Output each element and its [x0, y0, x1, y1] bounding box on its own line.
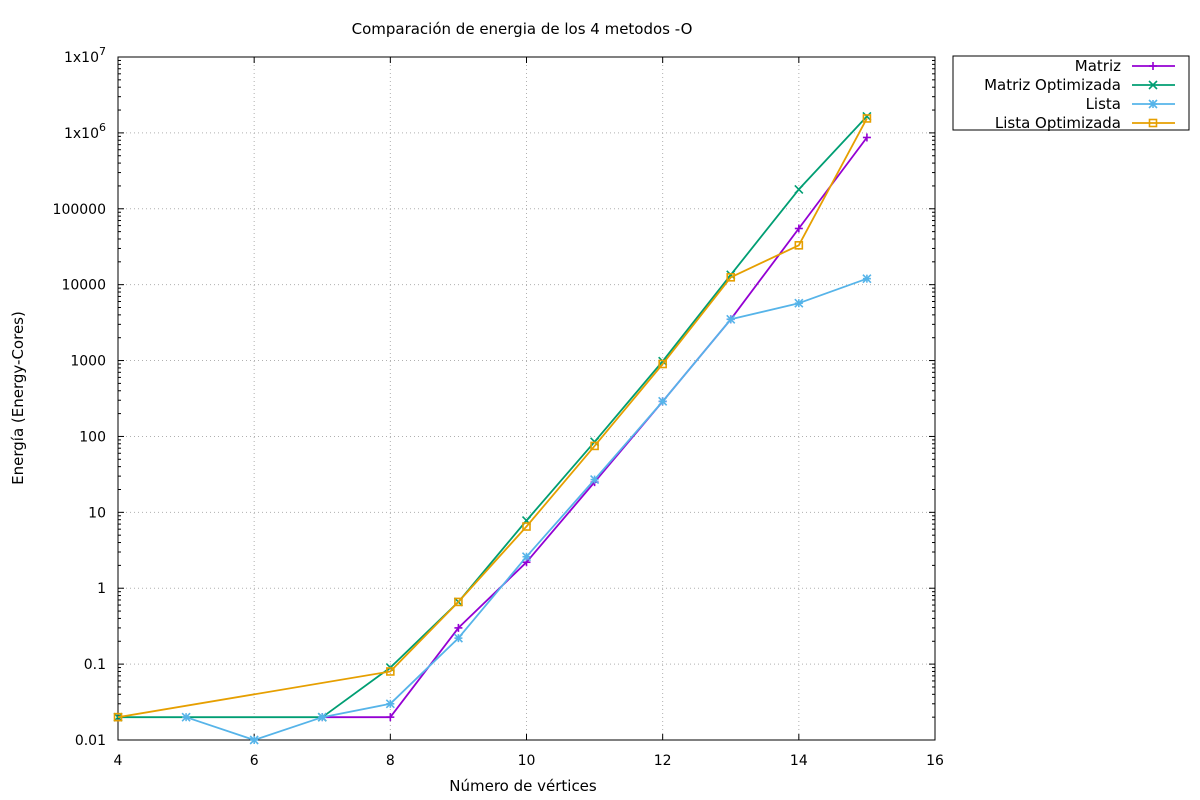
x-tick-label: 12 [654, 753, 672, 769]
y-tick-label: 100000 [53, 202, 106, 218]
data-point [590, 441, 599, 451]
data-point [862, 274, 872, 284]
x-tick-label: 4 [114, 753, 123, 769]
legend-swatch-marker [1148, 99, 1158, 109]
data-point [658, 359, 667, 369]
data-point [385, 699, 395, 709]
legend-item: Matriz Optimizada [984, 76, 1175, 94]
legend-item: Lista [1086, 95, 1175, 113]
data-point [249, 735, 259, 745]
series-lines [113, 111, 872, 745]
legend-label: Matriz [1075, 57, 1121, 75]
data-point [590, 475, 600, 485]
data-point [794, 241, 804, 250]
series-line [117, 117, 868, 719]
legend-label: Lista Optimizada [995, 114, 1121, 132]
data-point [794, 224, 803, 233]
y-tick-label: 1 [97, 581, 106, 597]
grid [118, 57, 935, 740]
data-point [726, 314, 736, 324]
data-point [454, 597, 463, 607]
legend-item: Matriz [1075, 57, 1175, 75]
data-point [454, 623, 463, 632]
y-tick-label: 1x107 [64, 45, 106, 66]
data-point [862, 114, 872, 123]
data-point [658, 396, 668, 406]
x-tick-label: 14 [790, 753, 808, 769]
series-1 [113, 111, 872, 722]
data-point [521, 552, 532, 562]
chart-title: Comparación de energia de los 4 metodos … [352, 20, 693, 38]
y-tick-label: 0.1 [84, 657, 106, 673]
legend-item: Lista Optimizada [995, 114, 1175, 132]
series-3 [113, 114, 872, 722]
data-point [181, 712, 191, 722]
x-tick-label: 8 [386, 753, 395, 769]
data-point [862, 133, 871, 142]
data-point [453, 633, 463, 643]
x-tick-label: 10 [518, 753, 536, 769]
x-axis-label: Número de vértices [449, 777, 597, 795]
legend-swatch-marker [1148, 118, 1158, 128]
data-point [862, 111, 872, 121]
series-line [322, 136, 868, 719]
data-point [113, 712, 123, 722]
y-tick-label: 1x106 [64, 121, 106, 142]
series-line [118, 115, 868, 719]
legend-box [952, 55, 1190, 131]
data-point [794, 184, 804, 194]
data-point [726, 273, 736, 282]
data-point [317, 712, 327, 722]
legend-swatch-marker [1149, 62, 1157, 70]
series-2 [181, 274, 872, 745]
data-point [726, 270, 736, 280]
legend-label: Matriz Optimizada [984, 76, 1121, 94]
y-tick-label: 0.01 [75, 733, 106, 749]
data-point [386, 713, 395, 722]
x-tick-label: 6 [250, 753, 259, 769]
legend-swatch-marker [1148, 80, 1158, 90]
data-point [386, 667, 395, 676]
data-point [522, 522, 531, 531]
data-point [794, 298, 804, 308]
x-tick-label: 16 [926, 753, 944, 769]
y-tick-label: 10000 [61, 278, 106, 294]
axis-ticks: 4 6 8 10 12 14 16 0.01 0.1 1 10 100 1000 10000 100000 1… [53, 45, 944, 769]
y-axis-label: Energía (Energy-Cores) [9, 311, 27, 485]
y-tick-label: 100 [79, 429, 106, 445]
y-tick-label: 10 [88, 505, 106, 521]
legend-label: Lista [1086, 95, 1121, 113]
series-0 [318, 133, 871, 722]
y-tick-label: 1000 [70, 354, 106, 370]
